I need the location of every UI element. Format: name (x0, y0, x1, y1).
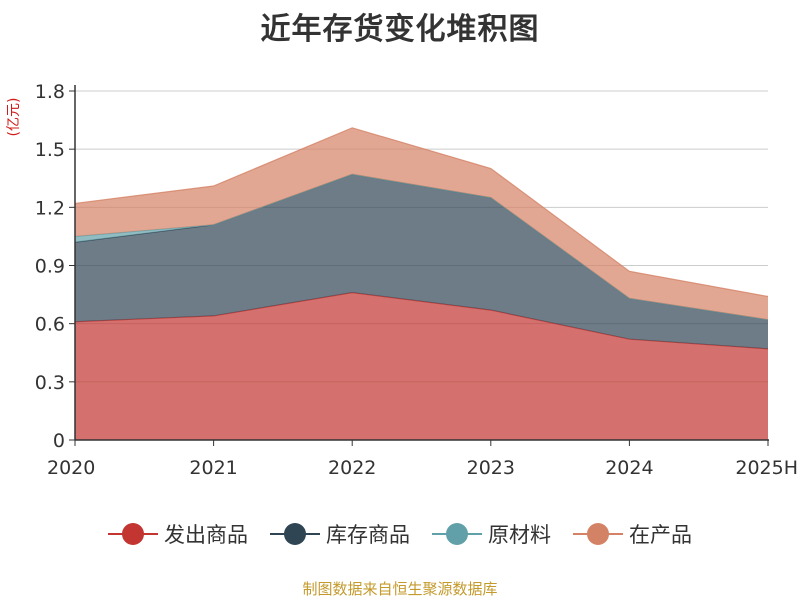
tick-labels: 0 0.3 0.6 0.9 1.2 1.5 1.8 2020 2021 2022 2023 2024 2… (35, 81, 798, 479)
legend: 发出商品 库存商品 原材料 在产品 (0, 514, 800, 554)
legend-label: 原材料 (488, 523, 551, 547)
area-series-4 (75, 127, 768, 320)
y-tick-label: 1.2 (35, 197, 65, 219)
legend-item-2[interactable]: 库存商品 (270, 519, 410, 549)
source-note: 制图数据来自恒生聚源数据库 (302, 580, 498, 598)
x-tick-label: 2022 (328, 457, 376, 479)
y-tick-label: 0.6 (35, 314, 65, 336)
legend-swatch-icon (270, 522, 320, 546)
y-tick-label: 1.8 (35, 81, 65, 103)
chart-title: 近年存货变化堆积图 (260, 12, 540, 47)
x-tick-label: 2025H (735, 457, 798, 479)
area-series-1 (75, 292, 768, 440)
area-series (74, 127, 769, 440)
legend-swatch-dot (587, 523, 609, 545)
legend-item-3[interactable]: 原材料 (432, 519, 551, 549)
legend-swatch-icon (573, 522, 623, 546)
legend-label: 库存商品 (326, 523, 410, 547)
x-tick-label: 2024 (605, 457, 653, 479)
y-tick-label: 1.5 (35, 139, 65, 161)
legend-item-4[interactable]: 在产品 (573, 519, 692, 549)
y-tick-label: 0.9 (35, 256, 65, 278)
legend-label: 发出商品 (164, 523, 248, 547)
y-tick-label: 0 (53, 430, 65, 452)
area-series-line-4 (74, 127, 769, 298)
x-tick-label: 2020 (47, 457, 95, 479)
area-series-2 (75, 174, 768, 349)
x-tick-label: 2023 (467, 457, 515, 479)
y-tick-label: 0.3 (35, 372, 65, 394)
legend-item-1[interactable]: 发出商品 (108, 519, 248, 549)
x-tick-label: 2021 (189, 457, 237, 479)
legend-swatch-dot (446, 523, 468, 545)
legend-swatch-dot (122, 523, 144, 545)
legend-label: 在产品 (629, 523, 692, 547)
legend-swatch-dot (284, 523, 306, 545)
legend-swatch-icon (432, 522, 482, 546)
legend-swatch-icon (108, 522, 158, 546)
axes (69, 85, 769, 446)
